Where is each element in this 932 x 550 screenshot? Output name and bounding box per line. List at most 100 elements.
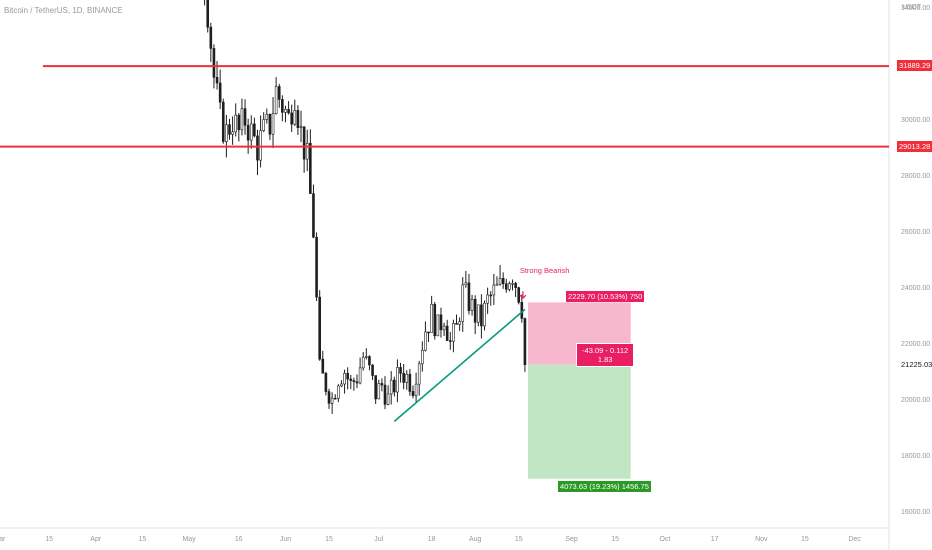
candle-body [265,113,269,120]
candle-body [228,124,231,135]
candle-body [246,124,250,141]
candle-body [262,119,266,131]
candle-body [424,331,427,351]
take-profit-label: 4073.63 (19.23%) 1456.75 [558,480,651,492]
candle-body [225,124,228,142]
candle-body [309,142,312,194]
candle-body [377,383,381,400]
candle-body [386,393,390,405]
y-tick-label: 34000.00 [901,5,930,12]
candle-body [498,278,502,285]
candle-body [476,304,480,323]
candle-body [436,314,440,337]
candle-body [492,284,496,296]
candle-body [389,379,393,395]
candle-body [327,391,331,404]
candle-body [383,384,387,405]
candle-body [315,236,318,298]
candle-body [517,287,521,303]
candle-body [495,283,499,286]
x-tick-label: 15 [611,536,619,543]
candle-body [299,126,303,128]
candle-body [445,325,449,341]
x-tick-label: Jul [374,536,383,543]
candle-body [411,391,415,396]
candle-body [209,26,213,49]
candle-body [365,356,368,358]
candle-body [430,304,433,333]
x-tick-label: May [182,536,196,543]
candle-body [346,373,349,380]
x-tick-label: Oct [659,536,670,543]
candle-body [237,114,241,131]
y-tick-label: 18000.00 [901,453,930,460]
candle-body [249,123,253,141]
candle-body [302,126,306,160]
level-upper-label: 31889.29 [897,60,932,72]
candle-body [470,298,474,311]
last-price-label: 21225.03 [901,359,932,369]
position-center-label: -43.09 - 0.112 1.83 [576,342,635,367]
x-tick-label: 15 [139,536,147,543]
candle-body [215,77,219,84]
candle-body [408,373,412,392]
candle-body [448,340,452,342]
x-tick-label: Apr [90,536,102,543]
candle-body [349,378,353,381]
candle-body [337,385,340,399]
candle-body [511,282,514,285]
candle-body [324,372,328,392]
candle-body [473,298,477,323]
candle-body [290,112,293,125]
candle-body [355,381,359,384]
y-tick-label: 20000.00 [901,397,930,404]
candle-body [281,99,284,113]
y-tick-label: 22000.00 [901,341,930,348]
candle-body [414,383,418,396]
y-tick-label: 16000.00 [901,509,930,516]
trendline[interactable] [393,308,526,423]
candle-body [293,110,297,125]
candle-body [483,302,486,327]
candle-body [433,304,437,337]
candle-body [504,283,508,290]
candle-body [520,301,524,319]
chart-title: Bitcoin / TetherUS, 1D, BINANCE [4,6,123,15]
x-tick-label: 16 [235,536,243,543]
x-tick-label: Aug [469,536,482,543]
bearish-arrow-icon [519,291,527,300]
candle-body [358,367,362,384]
candle-body [374,375,377,400]
candle-body [458,321,461,325]
candle-body [256,135,259,161]
candle-body [402,372,405,383]
take-profit-zone[interactable] [528,364,631,479]
candle-body [452,323,455,342]
x-tick-label: 18 [428,536,436,543]
level-lower-label: 29013.28 [897,140,932,152]
candle-body [221,101,225,142]
candle-body [206,0,210,28]
y-tick-label: 28000.00 [901,173,930,180]
x-tick-label: 15 [801,536,809,543]
candle-body [305,142,309,160]
candle-body [480,304,483,327]
candle-body [277,86,281,100]
candle-body [296,110,300,128]
candle-body [417,363,421,385]
axis-unit-label: USDT [902,4,922,11]
x-tick-label: 15 [325,536,333,543]
y-tick-label: 30000.00 [901,117,930,124]
x-tick-label: Jun [280,536,291,543]
strong-bearish-annotation: Strong Bearish [519,266,570,275]
candle-body [343,373,346,385]
candle-body [318,296,321,360]
candle-body [243,108,247,126]
stop-loss-label: 2229.70 (10.53%) 750 [566,291,645,303]
candle-body [259,130,262,161]
candle-body [380,383,384,386]
candle-body [274,86,278,114]
candle-body [508,283,511,290]
position-center-line1: -43.09 - 0.112 [582,345,629,355]
